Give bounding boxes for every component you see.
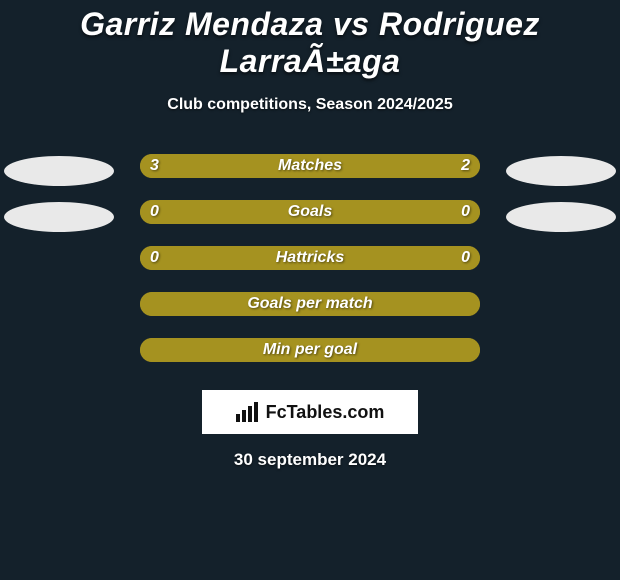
- stat-value-right: 0: [461, 200, 470, 224]
- stat-value-left: 0: [150, 200, 159, 224]
- stat-value-right: 2: [461, 154, 470, 178]
- date: 30 september 2024: [0, 450, 620, 470]
- player-right-marker: [506, 202, 616, 232]
- stat-row: Min per goal: [0, 338, 620, 384]
- player-right-marker: [506, 156, 616, 186]
- stat-label: Hattricks: [140, 246, 480, 270]
- brand-box: FcTables.com: [202, 390, 418, 434]
- stat-label: Min per goal: [140, 338, 480, 362]
- stat-row: Goals per match: [0, 292, 620, 338]
- player-left-marker: [4, 156, 114, 186]
- stat-label: Goals: [140, 200, 480, 224]
- brand-bars-icon: [236, 402, 260, 422]
- subtitle: Club competitions, Season 2024/2025: [0, 96, 620, 114]
- stat-row: Hattricks0 0: [0, 246, 620, 292]
- comparison-infographic: Garriz Mendaza vs Rodriguez LarraÃ±aga C…: [0, 0, 620, 580]
- stat-value-right: 0: [461, 246, 470, 270]
- stat-rows: Matches32Goals00Hattricks00Goals per mat…: [0, 154, 620, 384]
- stat-value-left: 3: [150, 154, 159, 178]
- stat-value-left: 0: [150, 246, 159, 270]
- brand-text: FcTables.com: [266, 402, 385, 423]
- stat-label: Matches: [140, 154, 480, 178]
- page-title: Garriz Mendaza vs Rodriguez LarraÃ±aga: [0, 0, 620, 80]
- stat-label: Goals per match: [140, 292, 480, 316]
- stat-row: Matches3 2: [0, 154, 620, 200]
- stat-row: Goals0 0: [0, 200, 620, 246]
- player-left-marker: [4, 202, 114, 232]
